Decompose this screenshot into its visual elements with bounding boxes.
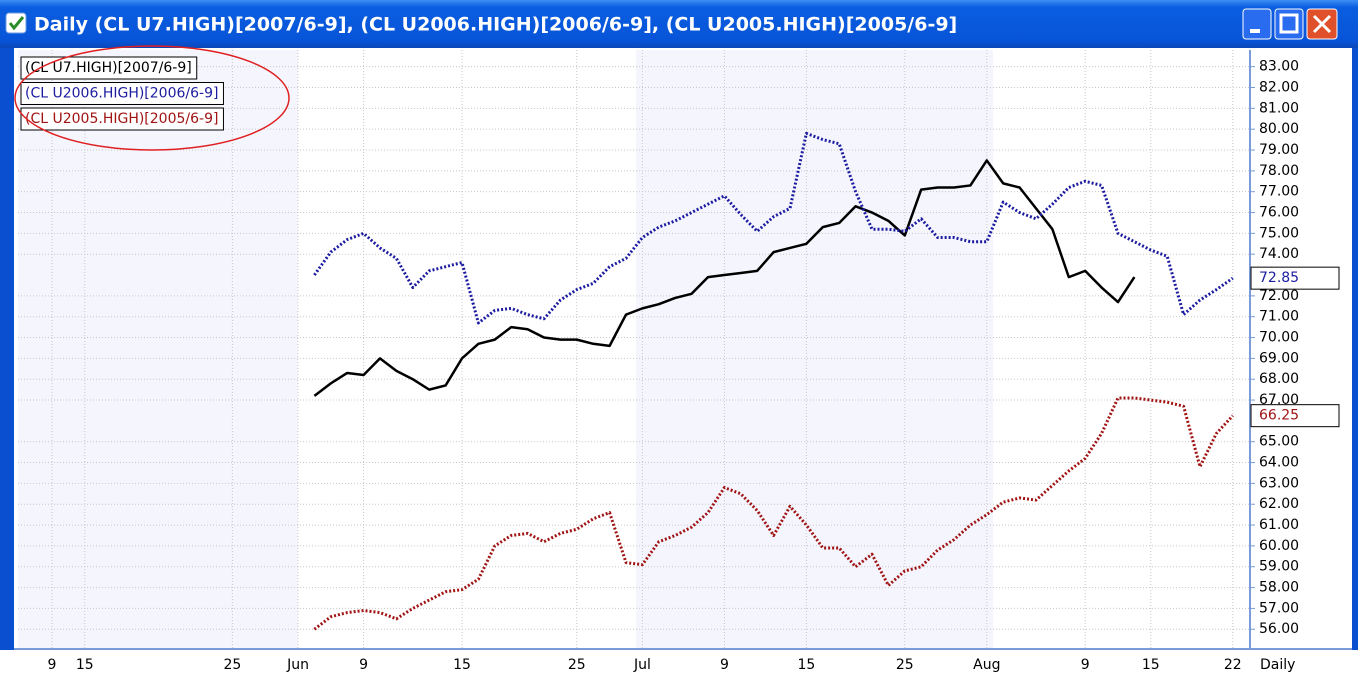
legend-box [20,107,224,131]
y-tick-label: 81.00 [1259,100,1299,116]
y-tick-label: 56.00 [1259,621,1299,637]
period-shade [18,50,298,648]
last-value-label: 72.85 [1259,270,1299,286]
maximize-button[interactable] [1274,8,1304,40]
window-title: Daily (CL U7.HIGH)[2007/6-9], (CL U2006.… [34,14,957,36]
y-tick-label: 70.00 [1259,330,1299,346]
interval-label: Daily [1260,657,1295,673]
y-tick-label: 57.00 [1259,600,1299,616]
x-tick-label: 25 [896,657,914,673]
series-line [313,396,1234,631]
y-tick-label: 74.00 [1259,246,1299,262]
y-tick-label: 68.00 [1259,371,1299,387]
legend-label: (CL U7.HIGH)[2007/6-9] [25,60,192,76]
x-tick-label: 25 [568,657,586,673]
legend-box [20,56,198,80]
x-tick-label: 9 [1081,657,1090,673]
title-bar [0,0,1358,48]
grid [18,50,1250,648]
y-tick-label: 76.00 [1259,205,1299,221]
highlight-ellipse [14,45,290,151]
y-tick-label: 82.00 [1259,80,1299,96]
x-tick-label: Aug [973,657,1000,673]
x-tick-label: 15 [76,657,94,673]
y-tick-label: 60.00 [1259,538,1299,554]
y-tick-label: 59.00 [1259,559,1299,575]
x-tick-label: 25 [223,657,241,673]
x-tick-label: 22 [1224,657,1242,673]
y-tick-label: 64.00 [1259,455,1299,471]
series-line [313,131,1234,325]
plot [313,131,1234,631]
series-line [313,159,1136,397]
y-tick-label: 79.00 [1259,142,1299,158]
x-tick-label: 15 [797,657,815,673]
y-tick-label: 67.00 [1259,392,1299,408]
x-tick-label: 15 [1142,657,1160,673]
legend-box [20,82,224,105]
x-tick-label: Jul [633,657,651,673]
y-tick-label: 72.00 [1259,288,1299,304]
axes: 56.00 57.00 58.00 59.00 60.00 61.00 62.00 63.00… [48,59,1340,673]
x-tick-label: 9 [720,657,729,673]
y-tick-label: 71.00 [1259,309,1299,325]
close-button[interactable] [1306,8,1338,40]
legend: (CL U7.HIGH)[2007/6-9] (CL U2006.HIGH)[20… [20,56,224,131]
y-tick-label: 65.00 [1259,434,1299,450]
last-value-label: 66.25 [1259,408,1299,424]
x-axis-panel [0,650,1358,679]
y-tick-label: 58.00 [1259,580,1299,596]
y-tick-label: 69.00 [1259,350,1299,366]
check-icon [8,16,25,31]
legend-label: (CL U2006.HIGH)[2006/6-9] [25,86,218,102]
y-tick-label: 80.00 [1259,121,1299,137]
y-tick-label: 83.00 [1259,59,1299,75]
x-tick-label: Jun [286,657,309,673]
window-icon [5,12,27,34]
y-tick-label: 77.00 [1259,184,1299,200]
y-tick-label: 61.00 [1259,517,1299,533]
y-tick-label: 63.00 [1259,475,1299,491]
last-value-box [1250,266,1340,290]
x-tick-label: 15 [453,657,471,673]
legend-label: (CL U2005.HIGH)[2005/6-9] [25,111,218,127]
minimize-button[interactable] [1242,8,1272,40]
y-tick-label: 75.00 [1259,225,1299,241]
y-tick-label: 62.00 [1259,496,1299,512]
y-tick-label: 78.00 [1259,163,1299,179]
x-tick-label: 9 [48,657,57,673]
period-shade [636,50,993,648]
x-tick-label: 9 [359,657,368,673]
last-value-box [1250,404,1340,428]
